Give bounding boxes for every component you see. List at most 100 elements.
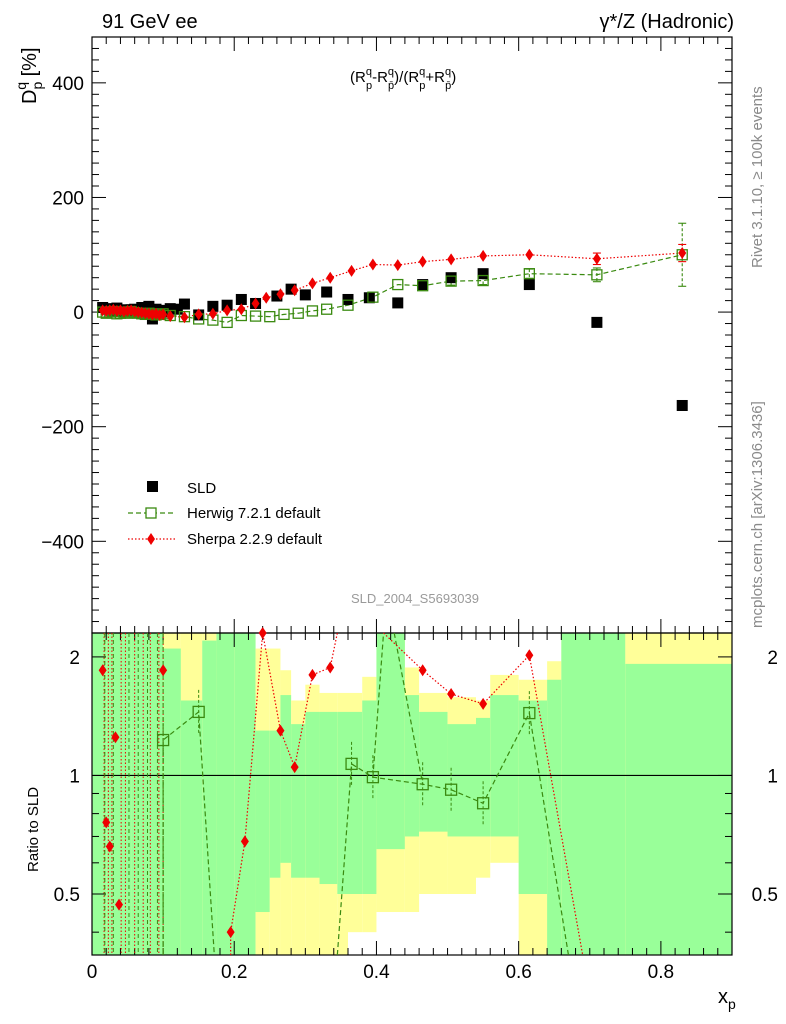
sherpa-point bbox=[368, 258, 377, 271]
sherpa-point bbox=[194, 308, 203, 321]
band-green-0 bbox=[92, 633, 107, 955]
sld-point bbox=[392, 297, 404, 309]
sherpa-point bbox=[479, 249, 488, 262]
sherpa-point bbox=[237, 303, 246, 316]
herwig-point bbox=[392, 278, 404, 291]
ratio-series bbox=[98, 627, 584, 956]
herwig-point bbox=[292, 307, 304, 319]
sld-point bbox=[178, 298, 190, 310]
band-green-18 bbox=[404, 695, 420, 837]
band-green-11 bbox=[291, 724, 306, 878]
band-green-4 bbox=[180, 700, 203, 955]
sld-point bbox=[591, 316, 603, 328]
band-green-8 bbox=[255, 730, 270, 913]
herwig-ratio-point bbox=[345, 757, 358, 771]
legend-marker-herwig bbox=[145, 507, 157, 519]
herwig-point bbox=[445, 275, 457, 287]
herwig-ratio-point bbox=[523, 706, 536, 720]
tick-labels: −400 −200 0 200 400 0 0.2 0.4 0.6 0.8 0.5 0.5 1 1 2 2 bbox=[41, 74, 778, 983]
sld-point bbox=[363, 292, 375, 304]
sherpa-point bbox=[308, 277, 317, 290]
sherpa-ratio-point bbox=[418, 664, 427, 677]
header-left: 91 GeV ee bbox=[102, 11, 198, 33]
herwig-point bbox=[367, 291, 379, 303]
ratio-tick-label-right: 0.5 bbox=[752, 885, 778, 906]
sherpa-point bbox=[678, 247, 687, 260]
band-green-26 bbox=[625, 663, 732, 955]
ratio-tick-label-right: 2 bbox=[767, 648, 778, 669]
sld-point bbox=[164, 303, 176, 315]
legend-marker-sherpa bbox=[147, 533, 155, 545]
sherpa-ratio-point bbox=[159, 664, 168, 677]
y-tick-label: −200 bbox=[41, 418, 84, 439]
analysis-watermark: SLD_2004_S5693039 bbox=[351, 591, 479, 606]
sld-point bbox=[299, 289, 311, 301]
herwig-ratio-point bbox=[156, 733, 170, 747]
sherpa-point bbox=[180, 311, 189, 324]
herwig-point bbox=[264, 311, 276, 323]
sld-point bbox=[342, 293, 354, 305]
x-axis-label: xp bbox=[718, 986, 736, 1012]
legend-label-sld: SLD bbox=[187, 480, 216, 497]
y-tick-label: 400 bbox=[52, 74, 84, 95]
sld-point bbox=[417, 279, 429, 291]
sherpa-point bbox=[276, 288, 285, 301]
sherpa-point bbox=[418, 255, 427, 268]
sherpa-point bbox=[525, 248, 534, 261]
herwig-ratio-point bbox=[416, 778, 429, 791]
band-green-10 bbox=[280, 695, 292, 863]
band-green-21 bbox=[476, 717, 491, 837]
sherpa-ratio-point bbox=[258, 627, 267, 639]
sld-point bbox=[143, 300, 155, 312]
herwig-point bbox=[477, 274, 489, 287]
y-tick-label: 0 bbox=[73, 303, 84, 324]
herwig-point bbox=[278, 308, 290, 321]
sherpa-point bbox=[159, 308, 168, 321]
sherpa-point bbox=[447, 253, 456, 266]
herwig-ratio-line-a bbox=[162, 710, 215, 956]
plot-title: (Rq p-Rq p̄)/(Rq p+Rq p̄) bbox=[350, 66, 456, 92]
herwig-ratio-point bbox=[476, 797, 490, 810]
sherpa-ratio-line-0 bbox=[230, 632, 338, 955]
band-green-15 bbox=[348, 711, 363, 894]
sherpa-ratio-point bbox=[525, 649, 534, 662]
rivet-label: Rivet 3.1.10, ≥ 100k events bbox=[749, 86, 766, 268]
sld-point bbox=[285, 283, 297, 295]
herwig-point bbox=[417, 280, 429, 292]
sld-point bbox=[523, 279, 535, 291]
herwig-point bbox=[591, 269, 603, 281]
sherpa-point bbox=[166, 310, 175, 323]
herwig-ratio-point bbox=[192, 705, 205, 719]
herwig-point bbox=[249, 310, 262, 322]
sherpa-point bbox=[208, 307, 217, 320]
data-series bbox=[97, 222, 688, 411]
ratio-tick-label-right: 1 bbox=[767, 766, 778, 787]
herwig-point bbox=[342, 299, 354, 311]
band-green-22 bbox=[490, 695, 519, 837]
sherpa-ratio-point bbox=[102, 816, 111, 829]
sherpa-point bbox=[592, 252, 601, 265]
x-tick-label: 0 bbox=[87, 962, 98, 983]
sherpa-ratio-point bbox=[226, 926, 235, 939]
sld-point bbox=[271, 290, 283, 302]
band-green-9 bbox=[269, 730, 281, 878]
herwig-ratio-point bbox=[366, 771, 380, 784]
herwig-ratio-line-b bbox=[336, 711, 570, 956]
sherpa-ratio-point bbox=[115, 898, 124, 911]
ratio-tick-label-left: 2 bbox=[69, 648, 80, 669]
sherpa-point bbox=[393, 259, 402, 272]
x-tick-label: 0.4 bbox=[363, 962, 390, 983]
legend-label-herwig: Herwig 7.2.1 default bbox=[187, 505, 321, 522]
sherpa-ratio-point bbox=[98, 664, 107, 677]
band-green-19 bbox=[419, 711, 448, 832]
svg-text:Dpq [%]: Dpq [%] bbox=[13, 48, 45, 105]
band-green-13 bbox=[319, 711, 338, 885]
band-green-7 bbox=[234, 633, 256, 955]
axis-ticks bbox=[91, 37, 733, 955]
band-green-3 bbox=[163, 648, 181, 955]
sherpa-ratio-point bbox=[447, 688, 456, 701]
herwig-point bbox=[221, 316, 233, 329]
sherpa-ratio-point bbox=[105, 840, 114, 853]
sherpa-point bbox=[251, 297, 260, 310]
